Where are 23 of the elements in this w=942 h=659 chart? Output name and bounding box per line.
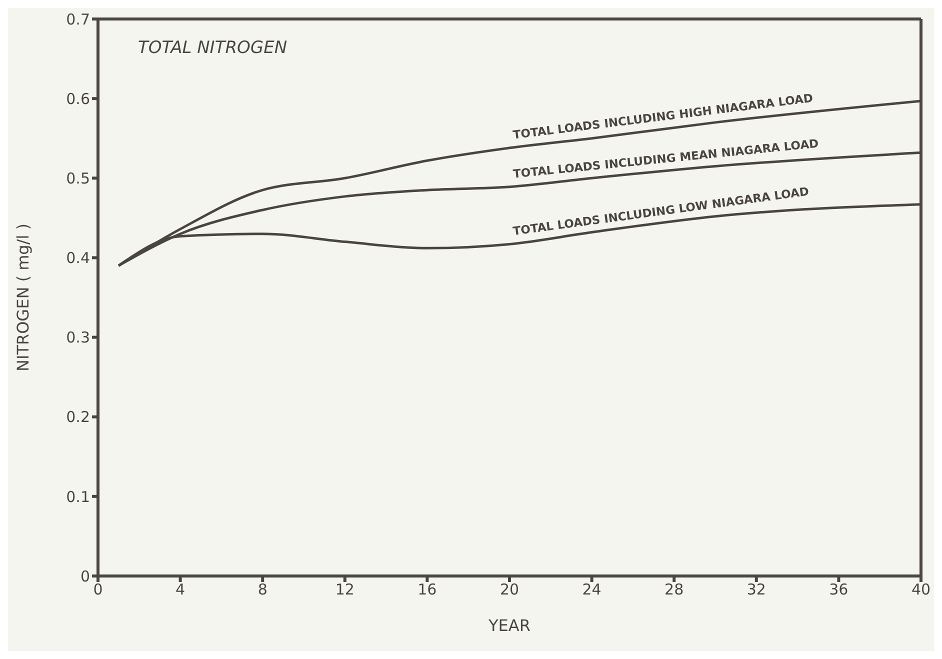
x-tick-label: 12: [335, 580, 354, 599]
y-tick-label: 0.3: [66, 328, 90, 347]
y-tick-label: 0.4: [66, 249, 90, 268]
y-tick-label: 0.1: [66, 488, 90, 506]
x-tick-label: 20: [500, 580, 520, 599]
y-axis-title: NITROGEN ( mg/l ): [14, 224, 33, 372]
x-tick-label: 36: [829, 580, 848, 599]
x-tick-label: 24: [582, 580, 602, 599]
x-tick-label: 0: [93, 580, 103, 599]
y-tick-label: 0.5: [66, 169, 90, 188]
x-axis-title: YEAR: [488, 616, 530, 635]
y-tick-label: 0: [80, 567, 90, 586]
y-tick-label: 0.6: [66, 90, 90, 108]
x-tick-label: 28: [664, 580, 684, 599]
x-tick-label: 4: [176, 580, 186, 599]
x-tick-label: 16: [418, 580, 437, 599]
text: TOTAL LOADS INCLUDING LOW NIAGARA LOAD: [512, 184, 810, 238]
annotation: TOTAL NITROGEN: [138, 38, 288, 58]
y-tick-label: 0.7: [66, 10, 90, 28]
y-tick-label: 0.2: [66, 408, 90, 426]
x-tick-label: 40: [911, 580, 931, 599]
x-tick-label: 8: [258, 580, 268, 599]
x-tick-label: 32: [746, 580, 766, 599]
